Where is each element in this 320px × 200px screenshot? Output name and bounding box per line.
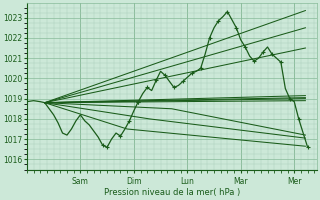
X-axis label: Pression niveau de la mer( hPa ): Pression niveau de la mer( hPa ) bbox=[104, 188, 240, 197]
